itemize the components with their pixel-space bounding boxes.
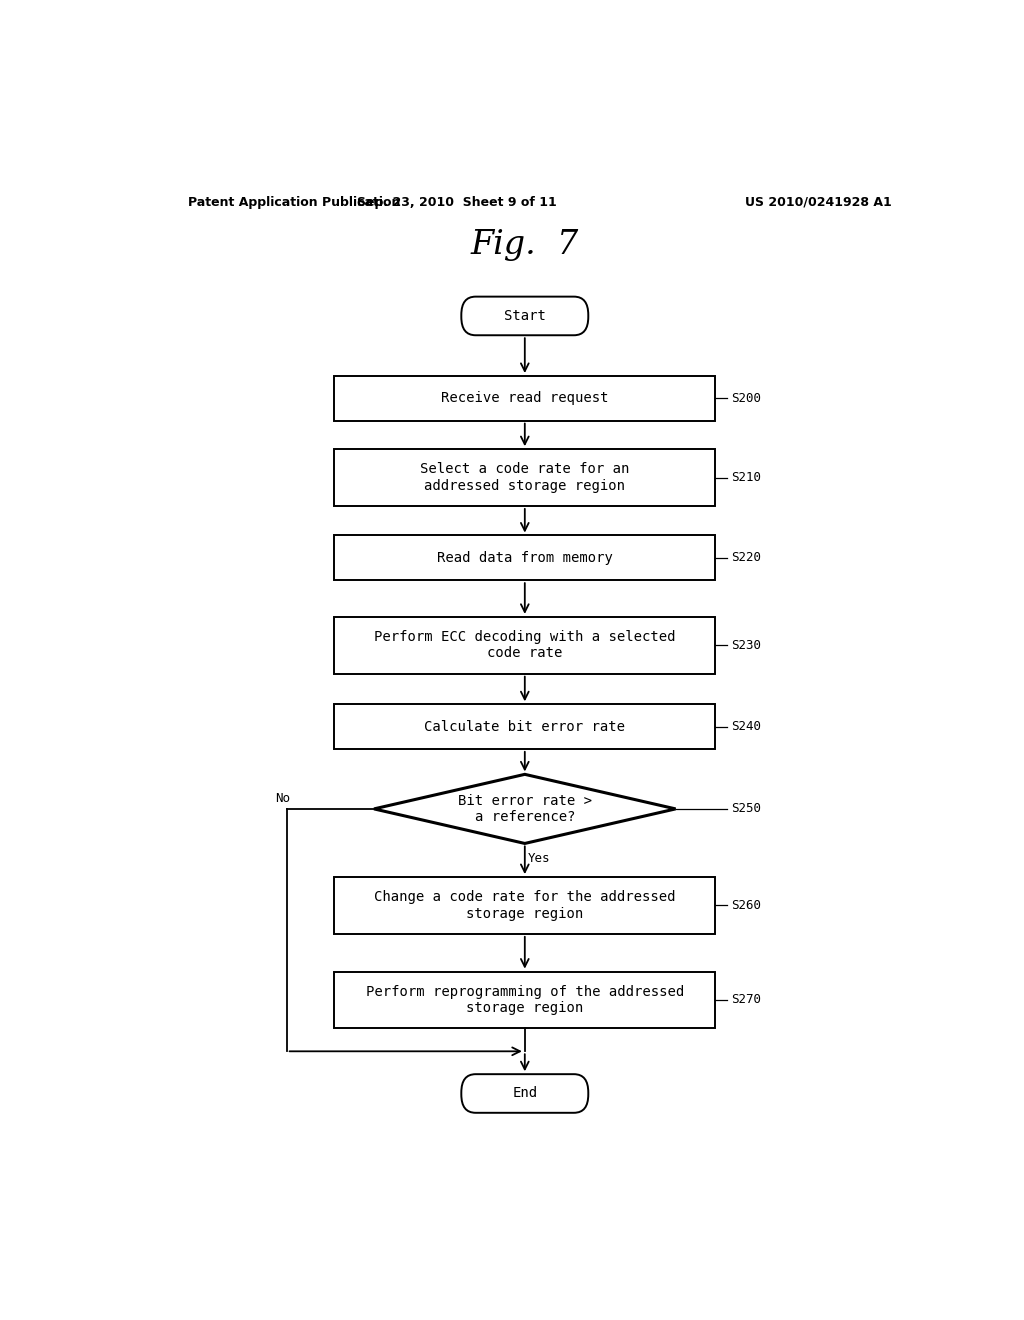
Bar bbox=[334, 876, 715, 935]
Text: Start: Start bbox=[504, 309, 546, 323]
Text: S250: S250 bbox=[731, 803, 761, 816]
Text: Fig.  7: Fig. 7 bbox=[471, 228, 579, 261]
FancyBboxPatch shape bbox=[461, 1074, 588, 1113]
Text: Calculate bit error rate: Calculate bit error rate bbox=[424, 719, 626, 734]
Text: Perform reprogramming of the addressed
storage region: Perform reprogramming of the addressed s… bbox=[366, 985, 684, 1015]
Text: S270: S270 bbox=[731, 994, 761, 1006]
Text: S230: S230 bbox=[731, 639, 761, 652]
Text: S210: S210 bbox=[731, 471, 761, 484]
Bar bbox=[334, 616, 715, 673]
Text: Perform ECC decoding with a selected
code rate: Perform ECC decoding with a selected cod… bbox=[374, 630, 676, 660]
FancyBboxPatch shape bbox=[461, 297, 588, 335]
Text: Patent Application Publication: Patent Application Publication bbox=[187, 195, 400, 209]
Text: End: End bbox=[512, 1086, 538, 1101]
Text: S220: S220 bbox=[731, 552, 761, 565]
Polygon shape bbox=[374, 775, 676, 843]
Text: Yes: Yes bbox=[527, 853, 550, 865]
Bar bbox=[334, 536, 715, 581]
Text: S260: S260 bbox=[731, 899, 761, 912]
Text: US 2010/0241928 A1: US 2010/0241928 A1 bbox=[745, 195, 892, 209]
Bar bbox=[334, 972, 715, 1028]
Text: Select a code rate for an
addressed storage region: Select a code rate for an addressed stor… bbox=[420, 462, 630, 492]
Text: Sep. 23, 2010  Sheet 9 of 11: Sep. 23, 2010 Sheet 9 of 11 bbox=[357, 195, 557, 209]
Text: Read data from memory: Read data from memory bbox=[437, 550, 612, 565]
Text: Receive read request: Receive read request bbox=[441, 391, 608, 405]
Bar bbox=[334, 376, 715, 421]
Bar bbox=[334, 704, 715, 748]
Text: Bit error rate >
a reference?: Bit error rate > a reference? bbox=[458, 793, 592, 824]
Text: S200: S200 bbox=[731, 392, 761, 405]
Text: No: No bbox=[275, 792, 290, 805]
Text: S240: S240 bbox=[731, 721, 761, 733]
Bar bbox=[334, 449, 715, 506]
Text: Change a code rate for the addressed
storage region: Change a code rate for the addressed sto… bbox=[374, 891, 676, 920]
